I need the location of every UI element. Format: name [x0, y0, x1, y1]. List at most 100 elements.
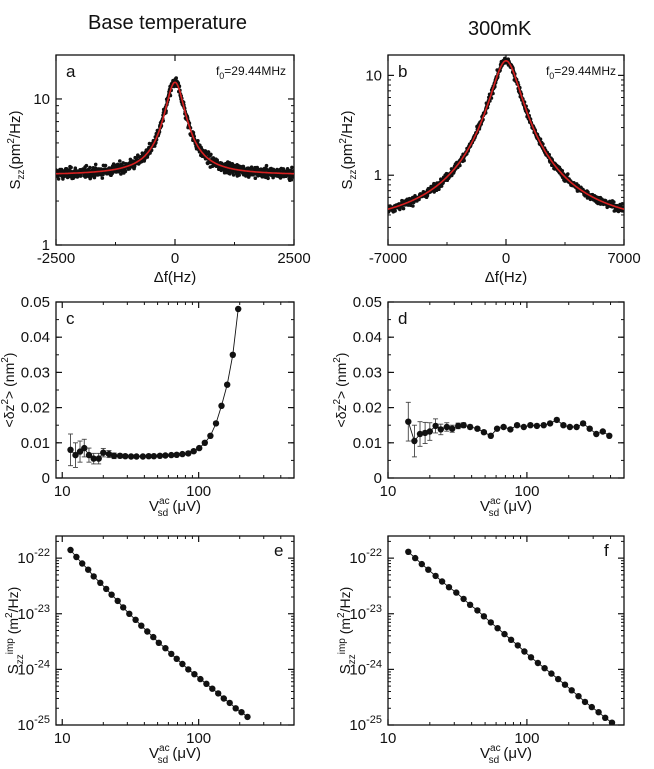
data-point	[185, 450, 192, 457]
data-point	[190, 448, 197, 455]
data-point	[203, 680, 210, 687]
x-tick-label: 100	[186, 730, 211, 747]
data-point	[85, 451, 93, 459]
data-point	[458, 163, 462, 168]
data-point	[534, 659, 542, 667]
data-layer	[388, 56, 624, 214]
x-tick-label: 10	[380, 483, 397, 500]
y-tick-label: 10-25	[349, 714, 382, 734]
data-point	[224, 381, 231, 388]
data-point	[289, 177, 294, 182]
data-point	[480, 429, 488, 436]
data-point	[291, 169, 294, 173]
data-point	[206, 150, 211, 154]
data-point	[290, 165, 294, 170]
data-point	[196, 139, 200, 143]
data-point	[118, 159, 122, 163]
y-axis-label: Szz(pm2/Hz)	[6, 111, 27, 190]
x-tick-label: 100	[514, 483, 539, 500]
data-point	[191, 671, 198, 678]
data-point	[201, 439, 208, 446]
data-point	[514, 642, 521, 649]
data-point	[244, 713, 251, 721]
data-point	[127, 453, 135, 460]
panel-label: b	[398, 62, 407, 81]
data-point	[126, 610, 133, 617]
x-tick-label: 0	[502, 250, 510, 267]
data-point	[215, 690, 222, 697]
data-point	[599, 428, 606, 435]
data-point	[620, 202, 624, 206]
data-point	[494, 625, 501, 632]
column-title-base-temperature: Base temperature	[88, 12, 247, 34]
x-axis-label: Vac sd (μV)	[149, 496, 201, 519]
data-point	[100, 449, 107, 456]
data-point	[93, 162, 98, 167]
panel-label: a	[66, 62, 76, 81]
data-layer	[67, 546, 251, 721]
x-tick-label: 10	[380, 730, 397, 747]
data-point	[73, 166, 78, 170]
data-point	[581, 698, 589, 706]
y-tick-label: 1	[374, 167, 382, 184]
data-point	[579, 420, 587, 427]
x-axis-label: Δf(Hz)	[485, 269, 528, 286]
y-tick-label: 10-22	[349, 547, 382, 567]
data-point	[150, 453, 158, 460]
y-tick-label: 10-24	[349, 658, 382, 678]
data-point	[231, 173, 236, 177]
y-tick-label: 10-22	[17, 547, 50, 567]
data-point	[253, 176, 258, 180]
data-point	[533, 422, 541, 430]
data-point	[460, 595, 467, 603]
data-point	[116, 452, 124, 459]
data-point	[264, 163, 269, 168]
data-point	[103, 585, 110, 593]
data-point	[145, 453, 152, 460]
y-tick-label: 10-23	[17, 603, 50, 623]
y-tick-label: 0	[374, 470, 382, 487]
data-point	[218, 402, 225, 409]
data-point	[212, 420, 220, 427]
x-tick-label: 10	[54, 730, 71, 747]
data-point	[466, 423, 474, 431]
plot-frame	[55, 301, 295, 479]
data-point	[88, 165, 92, 170]
data-point	[79, 560, 86, 567]
data-point	[95, 455, 102, 462]
chart-panel-b: -7000 0 7000 1 10 b Szz(pm2/Hz) Δf(Hz) f0=29.44M…	[338, 54, 641, 286]
data-point	[144, 628, 151, 635]
data-point	[560, 169, 565, 173]
y-tick-label: 0.05	[21, 294, 50, 311]
data-point	[500, 423, 507, 431]
x-axis-label: Vac sd (μV)	[480, 496, 532, 519]
y-tick-label: 0.03	[21, 364, 50, 381]
lorentzian-fit-line	[56, 81, 294, 175]
data-point	[179, 660, 186, 668]
y-tick-label: 10	[365, 67, 382, 84]
data-point	[588, 703, 595, 711]
data-point	[566, 423, 574, 431]
x-tick-label: 0	[171, 250, 179, 267]
plot-frame	[55, 535, 295, 726]
y-axis-label: Szzimp (m2/Hz)	[336, 587, 358, 675]
data-point	[232, 705, 239, 712]
y-tick-label: 0.04	[353, 329, 382, 346]
data-point	[271, 175, 275, 180]
data-point	[513, 422, 521, 429]
data-point	[474, 607, 481, 614]
x-tick-label: 7000	[607, 250, 640, 267]
data-point	[405, 418, 412, 425]
data-point	[56, 177, 61, 181]
data-point	[521, 648, 528, 655]
y-tick-label: 10-24	[17, 658, 50, 678]
data-point	[84, 163, 89, 168]
data-point	[439, 184, 444, 188]
data-point	[78, 174, 83, 178]
data-point	[548, 670, 555, 677]
data-point	[566, 172, 570, 176]
data-point	[432, 422, 439, 430]
data-point	[612, 200, 616, 204]
data-point	[412, 554, 419, 562]
